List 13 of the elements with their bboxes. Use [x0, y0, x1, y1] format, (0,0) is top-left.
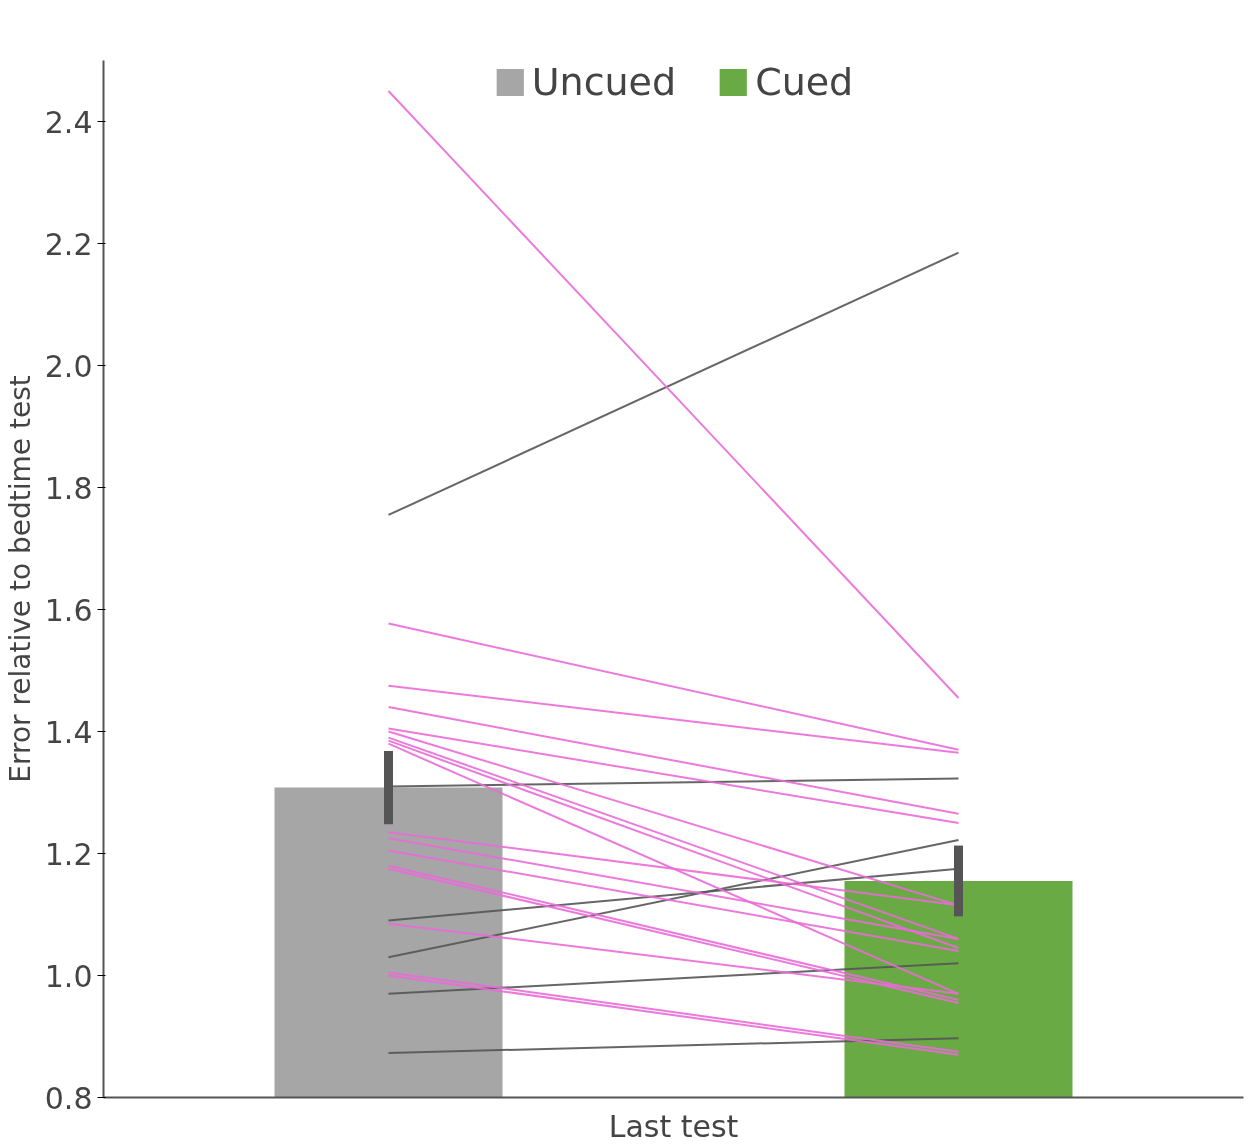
y-tick-label: 1.6	[44, 592, 93, 628]
legend-label: Cued	[755, 60, 854, 104]
y-axis-title: Error relative to bedtime test	[3, 375, 37, 783]
legend-label: Uncued	[531, 60, 677, 104]
y-tick-label: 0.8	[44, 1080, 93, 1116]
y-tick-label: 2.0	[44, 348, 93, 384]
y-tick-label: 1.0	[44, 958, 93, 994]
y-tick-label: 1.8	[44, 470, 93, 506]
y-tick-label: 2.2	[44, 226, 93, 262]
y-tick-label: 1.4	[44, 714, 93, 750]
x-axis-title: Last test	[608, 1108, 739, 1144]
y-tick-label: 2.4	[44, 104, 93, 140]
y-tick-label: 1.2	[44, 836, 93, 872]
